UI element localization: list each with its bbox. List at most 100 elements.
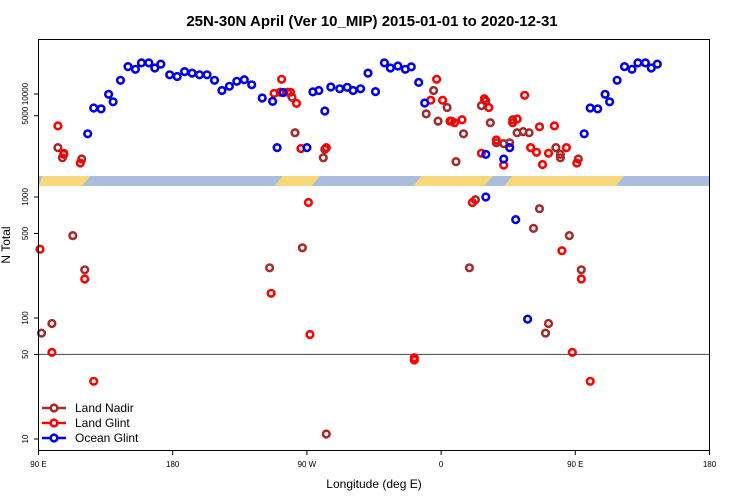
data-point-land_glint — [537, 159, 548, 170]
plot-frame — [38, 39, 710, 451]
data-point-land_glint — [35, 244, 45, 254]
surface-type-band — [38, 176, 710, 186]
data-point-ocean_glint — [103, 89, 114, 99]
data-point-land_nadir — [290, 128, 300, 138]
legend-item-land_glint: Land Glint — [42, 416, 130, 430]
data-point-land_glint — [479, 94, 489, 104]
data-point-land_glint — [467, 197, 478, 208]
data-point-land_nadir — [53, 143, 63, 153]
chart-title: 25N-30N April (Ver 10_MIP) 2015-01-01 to… — [186, 13, 557, 30]
data-point-land_nadir — [429, 85, 439, 96]
band-land-segment — [38, 176, 91, 186]
x-tick-label: 180 — [166, 460, 180, 469]
data-point-ocean_glint — [326, 82, 336, 92]
data-point-land_nadir — [576, 265, 586, 275]
y-tick-label: 5000 — [21, 106, 30, 124]
data-point-ocean_glint — [108, 97, 118, 107]
data-point-land_glint — [457, 115, 467, 125]
data-point-ocean_glint — [217, 85, 227, 96]
data-point-ocean_glint — [257, 93, 267, 103]
y-tick-label: 10000 — [21, 82, 30, 105]
data-point-land_glint — [525, 143, 536, 153]
data-point-land_nadir — [551, 143, 561, 153]
data-point-land_glint — [305, 329, 315, 340]
x-tick-label: 180 — [703, 460, 717, 469]
data-point-ocean_glint — [646, 63, 656, 73]
x-axis-ticks: 90 E 180 90 W 0 90 E 180 — [30, 450, 717, 469]
data-point-land_glint — [409, 353, 419, 363]
data-point-land_glint — [47, 347, 57, 358]
legend-label: Ocean Glint — [75, 431, 139, 445]
data-point-ocean_glint — [302, 143, 312, 153]
legend-marker — [49, 403, 59, 413]
data-point-land_nadir — [555, 149, 566, 159]
y-axis-label: N Total — [0, 226, 13, 263]
data-point-land_nadir — [524, 128, 534, 138]
data-point-ocean_glint — [202, 70, 212, 80]
data-point-land_glint — [80, 274, 90, 284]
data-point-land_glint — [449, 118, 460, 128]
data-point-ocean_glint — [414, 77, 424, 87]
legend-label: Land Nadir — [75, 401, 134, 415]
data-points — [35, 58, 662, 439]
data-point-land_nadir — [458, 129, 469, 139]
data-point-land_glint — [75, 158, 85, 168]
data-point-land_nadir — [543, 318, 554, 329]
data-point-land_nadir — [297, 243, 308, 253]
data-point-ocean_glint — [627, 64, 637, 74]
band-land-segment — [504, 176, 625, 186]
data-point-land_nadir — [321, 429, 331, 439]
data-point-land_glint — [585, 376, 595, 386]
data-point-ocean_glint — [481, 149, 491, 159]
data-point-land_glint — [491, 135, 501, 145]
data-point-land_nadir — [442, 102, 452, 113]
x-axis-label: Longitude (deg E) — [326, 477, 421, 491]
data-point-land_glint — [531, 147, 542, 157]
data-point-land_nadir — [421, 109, 431, 119]
data-point-land_glint — [567, 347, 577, 358]
data-point-ocean_glint — [130, 64, 140, 74]
data-point-ocean_glint — [209, 75, 220, 85]
data-point-land_nadir — [485, 118, 495, 128]
data-point-ocean_glint — [268, 96, 278, 106]
data-point-ocean_glint — [356, 84, 366, 94]
data-point-ocean_glint — [150, 63, 160, 73]
data-point-ocean_glint — [600, 89, 610, 99]
band-land-segment — [413, 176, 493, 186]
x-tick-label: 0 — [439, 460, 444, 469]
y-tick-label: 50 — [21, 349, 30, 358]
data-point-ocean_glint — [522, 314, 533, 324]
data-point-land_glint — [438, 95, 448, 105]
data-point-ocean_glint — [393, 61, 403, 71]
data-point-land_nadir — [265, 263, 275, 273]
data-point-land_nadir — [47, 318, 57, 329]
data-point-land_nadir — [80, 265, 90, 275]
data-point-land_glint — [543, 148, 554, 158]
data-point-ocean_glint — [156, 59, 166, 69]
data-point-ocean_glint — [379, 58, 390, 68]
x-tick-label: 90 E — [30, 460, 46, 469]
data-point-land_glint — [572, 158, 582, 168]
data-point-land_nadir — [528, 223, 539, 233]
data-point-ocean_glint — [385, 63, 396, 73]
data-point-ocean_glint — [272, 143, 282, 153]
y-tick-label: 100 — [21, 311, 30, 325]
x-tick-label: 90 W — [298, 460, 317, 469]
data-point-ocean_glint — [505, 143, 515, 153]
data-point-land_glint — [266, 288, 276, 298]
data-point-ocean_glint — [640, 58, 651, 68]
data-point-ocean_glint — [239, 75, 249, 85]
data-point-ocean_glint — [96, 104, 106, 114]
data-point-land_nadir — [505, 138, 515, 148]
data-point-ocean_glint — [115, 75, 126, 85]
data-point-ocean_glint — [370, 86, 381, 97]
data-point-ocean_glint — [511, 215, 521, 225]
data-point-land_glint — [89, 376, 99, 386]
legend-item-land_nadir: Land Nadir — [42, 401, 134, 415]
data-point-land_nadir — [555, 153, 566, 163]
data-point-ocean_glint — [363, 68, 373, 78]
data-point-land_nadir — [464, 263, 475, 273]
data-point-ocean_glint — [420, 98, 430, 108]
